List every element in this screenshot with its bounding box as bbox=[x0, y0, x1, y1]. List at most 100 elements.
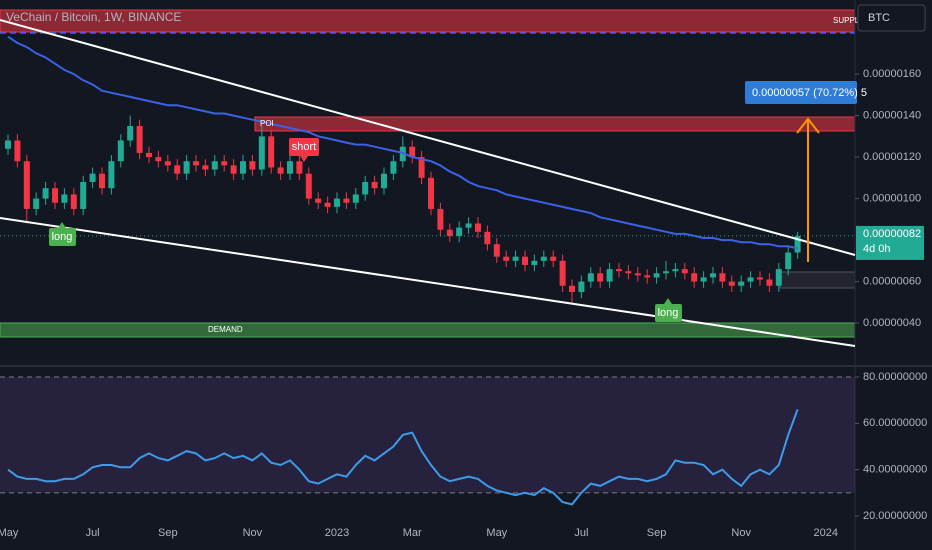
last-price-label: 0.00000082 bbox=[863, 228, 921, 240]
candle-body bbox=[719, 273, 726, 282]
candle-body bbox=[315, 198, 322, 203]
candle-body bbox=[202, 165, 209, 170]
candle-body bbox=[625, 271, 632, 274]
candle-body bbox=[352, 194, 359, 203]
candle-body bbox=[606, 269, 613, 282]
rsi-band bbox=[0, 377, 855, 493]
candle-body bbox=[785, 252, 792, 270]
symbol-button[interactable] bbox=[857, 4, 926, 32]
long-badge bbox=[49, 228, 76, 246]
candle-body bbox=[221, 161, 228, 166]
candle-body bbox=[305, 173, 312, 199]
candle-body bbox=[70, 194, 77, 209]
candle-body bbox=[653, 273, 660, 278]
candle-body bbox=[428, 177, 434, 209]
candle-body bbox=[381, 173, 387, 189]
candle-body bbox=[371, 181, 378, 189]
candle-body bbox=[117, 140, 124, 162]
x-tick-label: Jul bbox=[86, 527, 100, 539]
short-pointer bbox=[300, 156, 308, 162]
candle-body bbox=[268, 136, 275, 168]
x-tick-label: Jul bbox=[574, 527, 588, 539]
candle-body bbox=[757, 277, 763, 280]
candle-body bbox=[634, 273, 641, 276]
candle-body bbox=[531, 260, 538, 265]
y-tick-label: 60.00000000 bbox=[863, 417, 927, 429]
candle-body bbox=[258, 136, 265, 170]
candle-body bbox=[146, 152, 152, 158]
candle-body bbox=[5, 140, 11, 149]
candle-body bbox=[183, 161, 190, 174]
symbol-button-label[interactable]: BTC bbox=[868, 12, 890, 24]
candle-body bbox=[794, 235, 801, 253]
candle-body bbox=[700, 277, 707, 282]
y-tick-label: 0.00000060 bbox=[863, 275, 921, 287]
candle-body bbox=[437, 208, 444, 230]
candle-body bbox=[550, 256, 557, 261]
candle-body bbox=[33, 198, 40, 209]
measure-box bbox=[745, 81, 857, 104]
candle-body bbox=[108, 161, 115, 189]
candle-body bbox=[343, 198, 350, 203]
candle-body bbox=[766, 279, 773, 286]
candle-body bbox=[728, 281, 735, 286]
measure-label: 0.00000057 (70.72%) 5 bbox=[752, 87, 867, 99]
candle-body bbox=[616, 269, 622, 272]
candle-body bbox=[493, 244, 500, 257]
candle-body bbox=[240, 161, 246, 174]
lower-trendline bbox=[0, 217, 856, 347]
countdown-label: 4d 0h bbox=[863, 243, 891, 255]
candle-body bbox=[136, 125, 143, 153]
rsi-line bbox=[7, 409, 799, 506]
candle-body bbox=[663, 271, 669, 274]
candle-body bbox=[475, 223, 481, 232]
candle-body bbox=[775, 269, 782, 286]
long-pointer bbox=[664, 298, 672, 304]
y-tick-label: 0.00000100 bbox=[863, 192, 921, 204]
candle-body bbox=[80, 181, 87, 209]
chart-title: VeChain / Bitcoin, 1W, BINANCE bbox=[6, 10, 181, 24]
candle-body bbox=[710, 273, 716, 278]
candle-body bbox=[503, 256, 510, 261]
candle-body bbox=[334, 198, 340, 207]
range-box bbox=[779, 271, 856, 289]
candle-body bbox=[409, 146, 416, 158]
demand-label: DEMAND bbox=[208, 325, 243, 334]
y-tick-label: 80.00000000 bbox=[863, 371, 927, 383]
candle-body bbox=[99, 173, 105, 189]
y-tick-label: 0.00000120 bbox=[863, 151, 921, 163]
overlays: 0.00000057 (70.72%) 5 SUPPLY POI DEMAND … bbox=[0, 4, 927, 539]
candle-body bbox=[249, 161, 256, 170]
long-badge bbox=[655, 304, 682, 322]
poi-zone bbox=[254, 116, 856, 132]
upper-trendline bbox=[0, 19, 856, 256]
candle-body bbox=[522, 256, 528, 265]
candle-body bbox=[465, 223, 472, 228]
x-tick-label: 2023 bbox=[325, 527, 349, 539]
candle-body bbox=[287, 161, 293, 174]
moving-average bbox=[7, 35, 798, 250]
candle-body bbox=[672, 269, 679, 272]
candle-body bbox=[324, 202, 331, 207]
candle-body bbox=[127, 125, 134, 141]
candle-body bbox=[211, 161, 218, 170]
short-badge bbox=[289, 138, 319, 156]
candle-body bbox=[597, 273, 604, 282]
candle-body bbox=[390, 161, 397, 174]
x-tick-label: Sep bbox=[158, 527, 178, 539]
candle-body bbox=[456, 227, 463, 236]
candle-body bbox=[61, 194, 68, 203]
candle-body bbox=[691, 273, 698, 282]
x-tick-label: May bbox=[486, 527, 507, 539]
candle-body bbox=[230, 165, 237, 174]
x-tick-label: 2024 bbox=[814, 527, 838, 539]
candle-body bbox=[14, 140, 21, 162]
candle-body bbox=[42, 188, 49, 199]
candle-body bbox=[540, 256, 547, 261]
x-tick-label: Sep bbox=[647, 527, 667, 539]
candle-body bbox=[174, 165, 181, 174]
x-tick-label: Mar bbox=[403, 527, 422, 539]
candle-body bbox=[484, 231, 491, 245]
x-tick-label: Nov bbox=[731, 527, 751, 539]
